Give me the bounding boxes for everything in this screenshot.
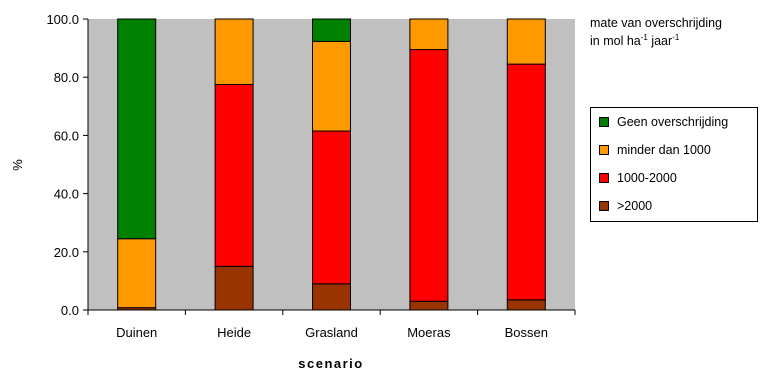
legend-title: mate van overschrijding in mol ha-1 jaar… (590, 14, 760, 50)
legend-swatch (599, 201, 609, 211)
x-tick-label-grasland: Grasland (305, 325, 358, 340)
legend-swatch (599, 117, 609, 127)
x-tick-label-heide: Heide (217, 325, 251, 340)
legend-label: Geen overschrijding (617, 115, 729, 129)
bars (117, 18, 546, 311)
legend-label: >2000 (617, 199, 653, 213)
bar-moeras-series-0 (409, 300, 449, 311)
bar-moeras-series-2 (409, 18, 449, 51)
y-tick-label: 0.0 (61, 303, 79, 318)
bar-duinen-series-3 (117, 18, 157, 240)
legend-swatch (599, 173, 609, 183)
bar-grasland-series-2 (312, 40, 351, 132)
bar-grasland-series-1 (312, 130, 351, 285)
legend-label: minder dan 1000 (617, 143, 711, 157)
bar-bossen-series-2 (506, 18, 546, 65)
y-tick-label: 40.0 (54, 187, 79, 202)
bar-heide-series-1 (214, 83, 254, 267)
bar-heide-series-0 (214, 265, 254, 311)
bar-grasland-series-3 (312, 18, 351, 42)
legend-title-line2: in mol ha-1 jaar-1 (590, 32, 680, 48)
legend-label: 1000-2000 (617, 171, 677, 185)
axes: 0.0 20.0 40.0 60.0 80.0 100.0 Duinen Heide Grasl… (46, 12, 576, 340)
bar-grasland-series-0 (312, 283, 351, 311)
y-tick-label: 60.0 (54, 128, 79, 143)
bar-duinen-series-2 (117, 238, 157, 309)
y-axis-label: % (10, 159, 25, 171)
bar-bossen-series-0 (506, 299, 546, 311)
legend-item: Geen overschrijding (599, 114, 728, 130)
x-tick-label-moeras: Moeras (407, 325, 451, 340)
bar-moeras-series-1 (409, 49, 449, 302)
y-tick-label: 100.0 (46, 12, 79, 27)
bar-bossen-series-1 (506, 63, 546, 301)
legend-item: minder dan 1000 (599, 142, 711, 158)
x-tick-label-duinen: Duinen (116, 325, 157, 340)
y-tick-label: 20.0 (54, 245, 79, 260)
legend-title-line1: mate van overschrijding (590, 16, 723, 30)
legend-item: >2000 (599, 198, 652, 214)
legend-swatch (599, 145, 609, 155)
x-axis-label: scenario (298, 356, 363, 371)
y-tick-label: 80.0 (54, 70, 79, 85)
legend: Geen overschrijding minder dan 1000 1000-2… (590, 107, 758, 222)
x-tick-label-bossen: Bossen (505, 325, 548, 340)
bar-heide-series-2 (214, 18, 254, 85)
legend-item: 1000-2000 (599, 170, 677, 186)
